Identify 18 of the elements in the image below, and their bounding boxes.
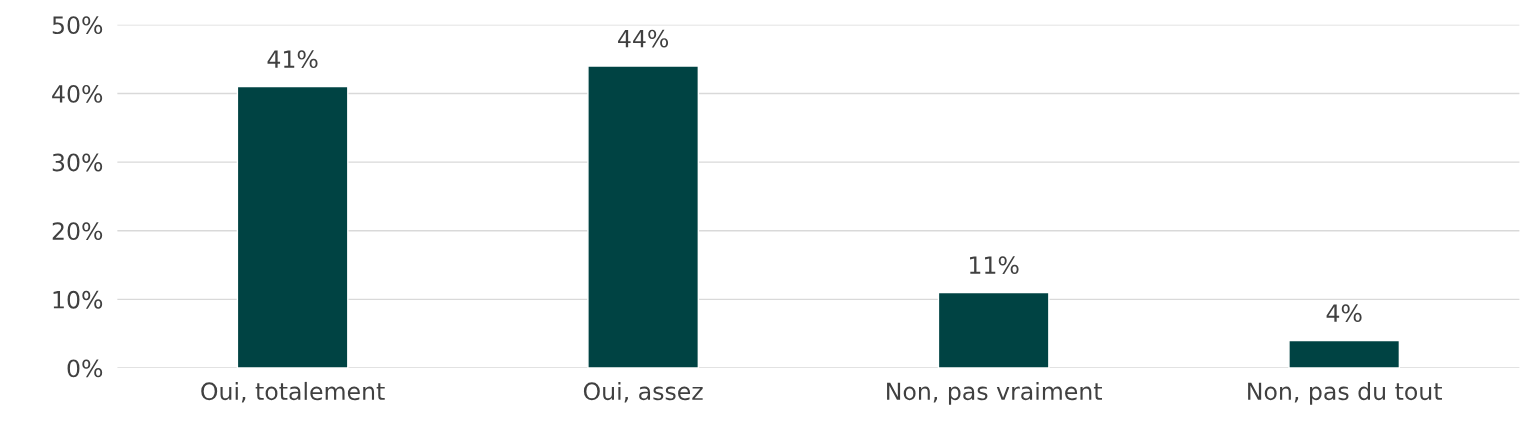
y-tick-label: 10% — [53, 290, 103, 309]
data-label: 41% — [267, 50, 318, 69]
data-label: 44% — [618, 29, 669, 48]
bar — [236, 85, 349, 369]
data-label: 11% — [970, 256, 1019, 275]
y-tick-label: 20% — [52, 222, 103, 241]
y-tick-label: 40% — [52, 84, 103, 103]
bar — [587, 65, 700, 369]
data-label: 4% — [1326, 304, 1362, 323]
x-tick-label: Oui, totalement — [201, 381, 385, 403]
y-tick-label: 30% — [52, 153, 103, 172]
bar — [1288, 339, 1401, 369]
y-tick-label: 50% — [52, 16, 103, 35]
bar — [937, 291, 1050, 369]
x-tick-label: Non, pas vraiment — [887, 381, 1102, 405]
y-tick-label: 0% — [67, 359, 103, 378]
x-tick-label: Non, pas du tout — [1248, 381, 1442, 405]
x-tick-label: Oui, assez — [583, 381, 703, 403]
